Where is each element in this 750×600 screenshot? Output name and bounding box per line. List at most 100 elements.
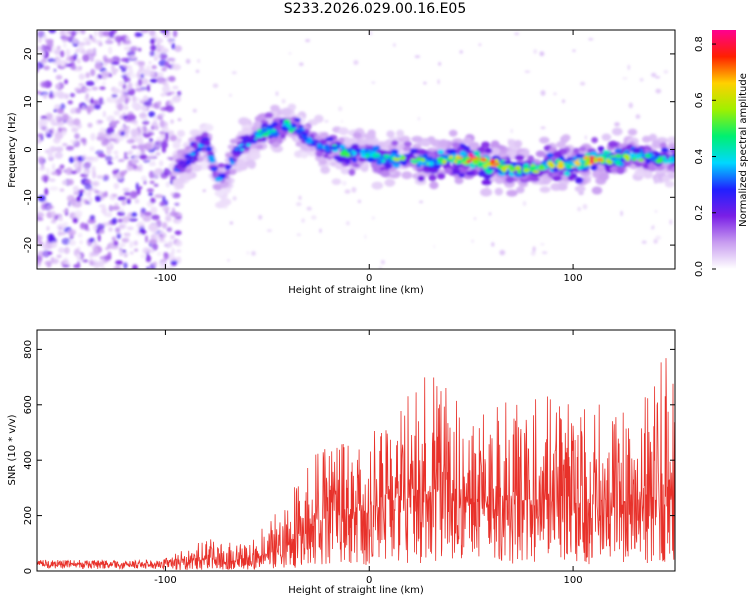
ridge-blob <box>454 177 464 185</box>
noise-blob <box>128 68 134 75</box>
x-tick-label: -100 <box>154 273 177 284</box>
noise-speck <box>584 135 587 140</box>
noise-blob <box>139 86 148 92</box>
noise-blob <box>159 52 168 60</box>
noise-blob <box>49 90 53 97</box>
noise-blob <box>60 50 65 58</box>
ridge-blob <box>238 117 250 126</box>
noise-blob <box>170 119 174 124</box>
noise-blob <box>127 111 134 117</box>
noise-blob <box>77 46 85 53</box>
ridge-blob <box>459 150 467 157</box>
ridge-blob <box>539 186 551 193</box>
noise-blob <box>67 100 74 105</box>
y-tick-label: -20 <box>23 237 34 253</box>
y-tick-label: 400 <box>23 451 34 470</box>
noise-blob <box>116 233 122 239</box>
ridge-blob <box>481 179 492 186</box>
noise-blob <box>151 65 157 70</box>
noise-blob <box>144 69 151 77</box>
ridge-blob <box>245 159 256 167</box>
noise-blob <box>130 251 134 255</box>
ridge-blob <box>224 170 231 175</box>
noise-speck <box>471 239 474 243</box>
noise-blob <box>94 190 100 194</box>
noise-blob <box>62 180 67 186</box>
noise-blob <box>129 190 138 199</box>
noise-blob <box>92 259 98 266</box>
noise-blob <box>150 44 157 51</box>
noise-blob <box>76 90 83 94</box>
noise-blob <box>148 192 153 196</box>
ridge-blob <box>635 161 643 168</box>
noise-blob <box>62 41 67 49</box>
noise-blob <box>172 30 178 38</box>
noise-blob <box>90 133 96 141</box>
ridge-blob <box>607 140 619 148</box>
noise-blob <box>165 241 172 249</box>
ridge-blob <box>257 128 262 133</box>
noise-blob <box>162 206 170 212</box>
ridge-blob <box>660 147 669 153</box>
noise-blob <box>87 122 93 128</box>
ridge-blob <box>514 154 525 161</box>
ridge-blob <box>661 155 667 160</box>
noise-blob <box>70 30 78 36</box>
noise-blob <box>113 182 120 190</box>
noise-blob <box>86 194 91 199</box>
noise-blob <box>176 249 182 253</box>
ridge-blob <box>214 177 222 182</box>
ridge-blob <box>602 150 612 155</box>
noise-blob <box>117 159 125 162</box>
ridge-blob <box>393 156 401 162</box>
ridge-blob <box>468 153 474 158</box>
noise-blob <box>55 116 61 121</box>
noise-blob <box>169 211 179 217</box>
noise-blob <box>161 222 168 229</box>
ridge-blob <box>496 164 504 169</box>
ridge-blob <box>644 153 652 158</box>
noise-blob <box>129 120 138 124</box>
noise-blob <box>66 120 73 125</box>
ridge-blob <box>417 175 425 182</box>
noise-blob <box>44 187 49 196</box>
noise-blob <box>124 151 128 157</box>
noise-speck <box>510 128 513 134</box>
noise-blob <box>87 108 91 115</box>
noise-blob <box>155 52 161 59</box>
noise-blob <box>111 94 118 98</box>
ridge-blob <box>552 175 562 182</box>
noise-blob <box>166 57 176 62</box>
noise-blob <box>126 139 135 144</box>
ridge-blob <box>561 134 571 142</box>
ridge-blob <box>584 152 591 157</box>
ridge-blob <box>288 129 294 133</box>
ridge-blob <box>416 157 422 162</box>
noise-blob <box>152 243 158 251</box>
noise-blob <box>76 196 82 203</box>
ridge-blob <box>578 165 585 169</box>
noise-speck <box>379 266 382 269</box>
ridge-blob <box>516 186 525 194</box>
noise-blob <box>83 191 90 196</box>
ridge-blob <box>386 130 395 138</box>
ridge-blob <box>566 164 573 169</box>
x-tick-label: 100 <box>564 273 583 284</box>
ridge-blob <box>411 135 423 143</box>
noise-speck <box>577 206 582 212</box>
noise-speck <box>539 51 545 57</box>
colorbar-gradient <box>712 30 736 269</box>
noise-speck <box>351 186 357 193</box>
noise-blob <box>37 195 47 202</box>
noise-blob <box>57 91 66 99</box>
ridge-blob <box>220 173 225 179</box>
ridge-blob <box>448 155 454 159</box>
noise-blob <box>129 241 134 249</box>
noise-blob <box>57 83 61 89</box>
ridge-blob <box>228 157 234 163</box>
ridge-blob <box>483 173 492 180</box>
noise-blob <box>107 36 111 41</box>
noise-blob <box>46 41 53 47</box>
noise-speck <box>393 43 396 47</box>
noise-blob <box>85 40 91 46</box>
